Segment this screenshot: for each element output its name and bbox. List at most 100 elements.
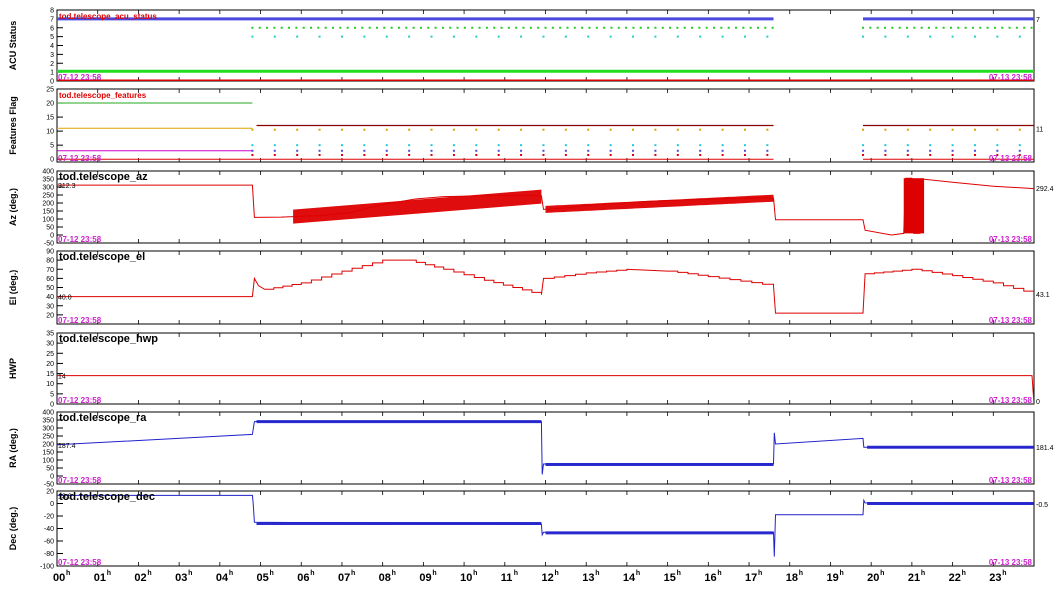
- series-point: [430, 128, 433, 131]
- series-band: [545, 463, 774, 466]
- series-point: [452, 128, 455, 131]
- series-point: [884, 35, 887, 38]
- series-point: [986, 26, 989, 29]
- panel-title: tod.telescope_el: [59, 251, 145, 263]
- series-point: [368, 26, 371, 29]
- series-point: [996, 128, 999, 131]
- series-point: [951, 128, 954, 131]
- x-tick-label: 08: [379, 572, 391, 584]
- series-point: [273, 153, 276, 156]
- series-point: [288, 26, 291, 29]
- x-tick-suffix: h: [880, 570, 884, 577]
- series-point: [434, 26, 437, 29]
- x-tick-suffix: h: [962, 570, 966, 577]
- y-tick-label: 350: [42, 177, 54, 184]
- series-point: [317, 26, 320, 29]
- series-point: [324, 26, 327, 29]
- y-tick-label: 200: [42, 201, 54, 208]
- y-tick-label: -20: [44, 514, 54, 521]
- series-point: [929, 144, 932, 147]
- series-point: [1018, 35, 1021, 38]
- series-point: [609, 149, 612, 152]
- series-point: [408, 149, 411, 152]
- x-tick-suffix: h: [636, 570, 640, 577]
- series-point: [318, 144, 321, 147]
- x-tick-label: 05: [257, 572, 269, 584]
- right-value-label: 292.4: [1036, 186, 1054, 193]
- y-tick-label: 200: [42, 442, 54, 449]
- x-tick-label: 10: [460, 572, 472, 584]
- y-tick-label: 350: [42, 418, 54, 425]
- y-tick-label: 20: [46, 489, 54, 496]
- series-point: [251, 26, 254, 29]
- series-point: [676, 153, 679, 156]
- series-point: [766, 35, 769, 38]
- series-point: [587, 149, 590, 152]
- series-point: [862, 149, 865, 152]
- series-point: [683, 26, 686, 29]
- y-tick-label: 15: [46, 115, 54, 122]
- series-point: [544, 26, 547, 29]
- series-point: [273, 149, 276, 152]
- series-point: [676, 149, 679, 152]
- y-tick-label: -100: [40, 564, 54, 571]
- series-point: [862, 128, 865, 131]
- series-point: [721, 128, 724, 131]
- series-point: [412, 26, 415, 29]
- y-axis-label: Dec (deg.): [8, 507, 18, 551]
- series-point: [957, 26, 960, 29]
- right-value-label: -0.5: [1036, 502, 1048, 509]
- series-point: [639, 26, 642, 29]
- start-time-label: 07-12 23:58: [58, 235, 102, 244]
- series-point: [383, 26, 386, 29]
- series-point: [581, 26, 584, 29]
- series-point: [920, 26, 923, 29]
- series-group: [57, 375, 1034, 404]
- series-point: [310, 26, 313, 29]
- y-tick-label: 6: [50, 25, 54, 32]
- series-point: [449, 26, 452, 29]
- series-point: [713, 26, 716, 29]
- series-point: [430, 35, 433, 38]
- series-group: [57, 259, 1034, 314]
- series-point: [766, 153, 769, 156]
- series-point: [906, 144, 909, 147]
- series-point: [456, 26, 459, 29]
- series-point: [721, 153, 724, 156]
- series-point: [520, 35, 523, 38]
- series-point: [363, 144, 366, 147]
- x-tick-label: 04: [216, 572, 229, 584]
- x-tick-suffix: h: [595, 570, 599, 577]
- series-point: [273, 35, 276, 38]
- series-point: [361, 26, 364, 29]
- series-point: [698, 26, 701, 29]
- series-point: [340, 128, 343, 131]
- series-point: [339, 26, 342, 29]
- series-point: [727, 26, 730, 29]
- series-point: [520, 149, 523, 152]
- series-point: [497, 153, 500, 156]
- y-tick-label: -50: [44, 241, 54, 248]
- series-point: [1015, 26, 1018, 29]
- x-tick-label: 02: [134, 572, 146, 584]
- series-point: [296, 128, 299, 131]
- series-point: [318, 153, 321, 156]
- series-point: [520, 153, 523, 156]
- series-point: [654, 128, 657, 131]
- series-point: [318, 128, 321, 131]
- series-point: [475, 149, 478, 152]
- series-point: [617, 26, 620, 29]
- series-point: [676, 144, 679, 147]
- series-point: [318, 35, 321, 38]
- end-time-label: 07-13 23:58: [989, 476, 1033, 485]
- series-point: [906, 128, 909, 131]
- series-point: [251, 35, 254, 38]
- series-point: [497, 35, 500, 38]
- series-point: [862, 26, 865, 29]
- series-group: [57, 177, 1034, 236]
- end-time-label: 07-13 23:58: [989, 73, 1033, 82]
- series-point: [564, 128, 567, 131]
- y-tick-label: 30: [46, 341, 54, 348]
- left-value-label: 14: [58, 374, 66, 381]
- right-value-label: 181.4: [1036, 445, 1054, 452]
